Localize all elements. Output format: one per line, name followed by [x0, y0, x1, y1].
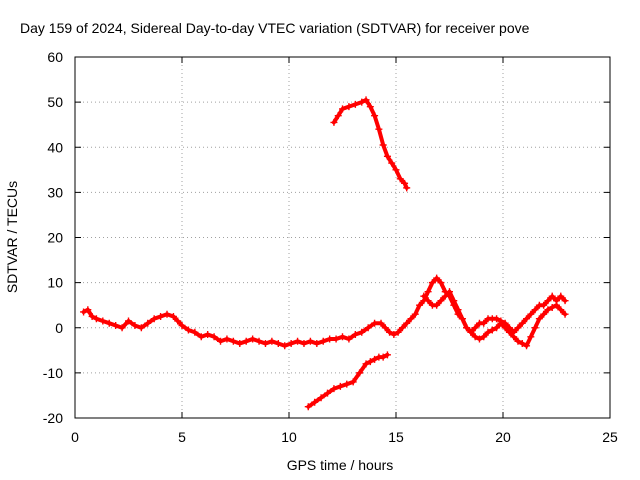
series-trace-high-branch [331, 97, 409, 190]
y-tick-label: 20 [47, 230, 63, 246]
x-axis-label: GPS time / hours [287, 457, 394, 473]
series-trace-main [81, 276, 568, 348]
y-axis-label: SDTVAR / TECUs [4, 181, 20, 293]
axis-ticks: 0 5 10 15 20 25 -20 -10 0 10 20 30 40 50 60 [43, 49, 618, 445]
y-tick-label: -10 [43, 365, 63, 381]
y-tick-label: 0 [55, 320, 63, 336]
y-tick-label: 60 [47, 49, 63, 65]
series-high-branch [330, 96, 411, 192]
series-main [80, 274, 569, 350]
y-tick-label: 40 [47, 139, 63, 155]
chart-title: Day 159 of 2024, Sidereal Day-to-day VTE… [20, 20, 530, 36]
y-tick-label: 50 [47, 94, 63, 110]
y-tick-label: 10 [47, 275, 63, 291]
grid [75, 57, 610, 418]
x-tick-label: 20 [495, 429, 511, 445]
x-tick-label: 10 [281, 429, 297, 445]
y-tick-label: 30 [47, 184, 63, 200]
x-tick-label: 0 [71, 429, 79, 445]
x-tick-label: 25 [602, 429, 618, 445]
series-low-branch [304, 351, 391, 411]
series-trace-secondary [421, 289, 568, 348]
x-tick-label: 5 [178, 429, 186, 445]
y-tick-label: -20 [43, 410, 63, 426]
series-secondary [420, 288, 569, 350]
data-marks [80, 96, 569, 411]
series-trace-low-branch [306, 352, 390, 409]
x-tick-label: 15 [388, 429, 404, 445]
